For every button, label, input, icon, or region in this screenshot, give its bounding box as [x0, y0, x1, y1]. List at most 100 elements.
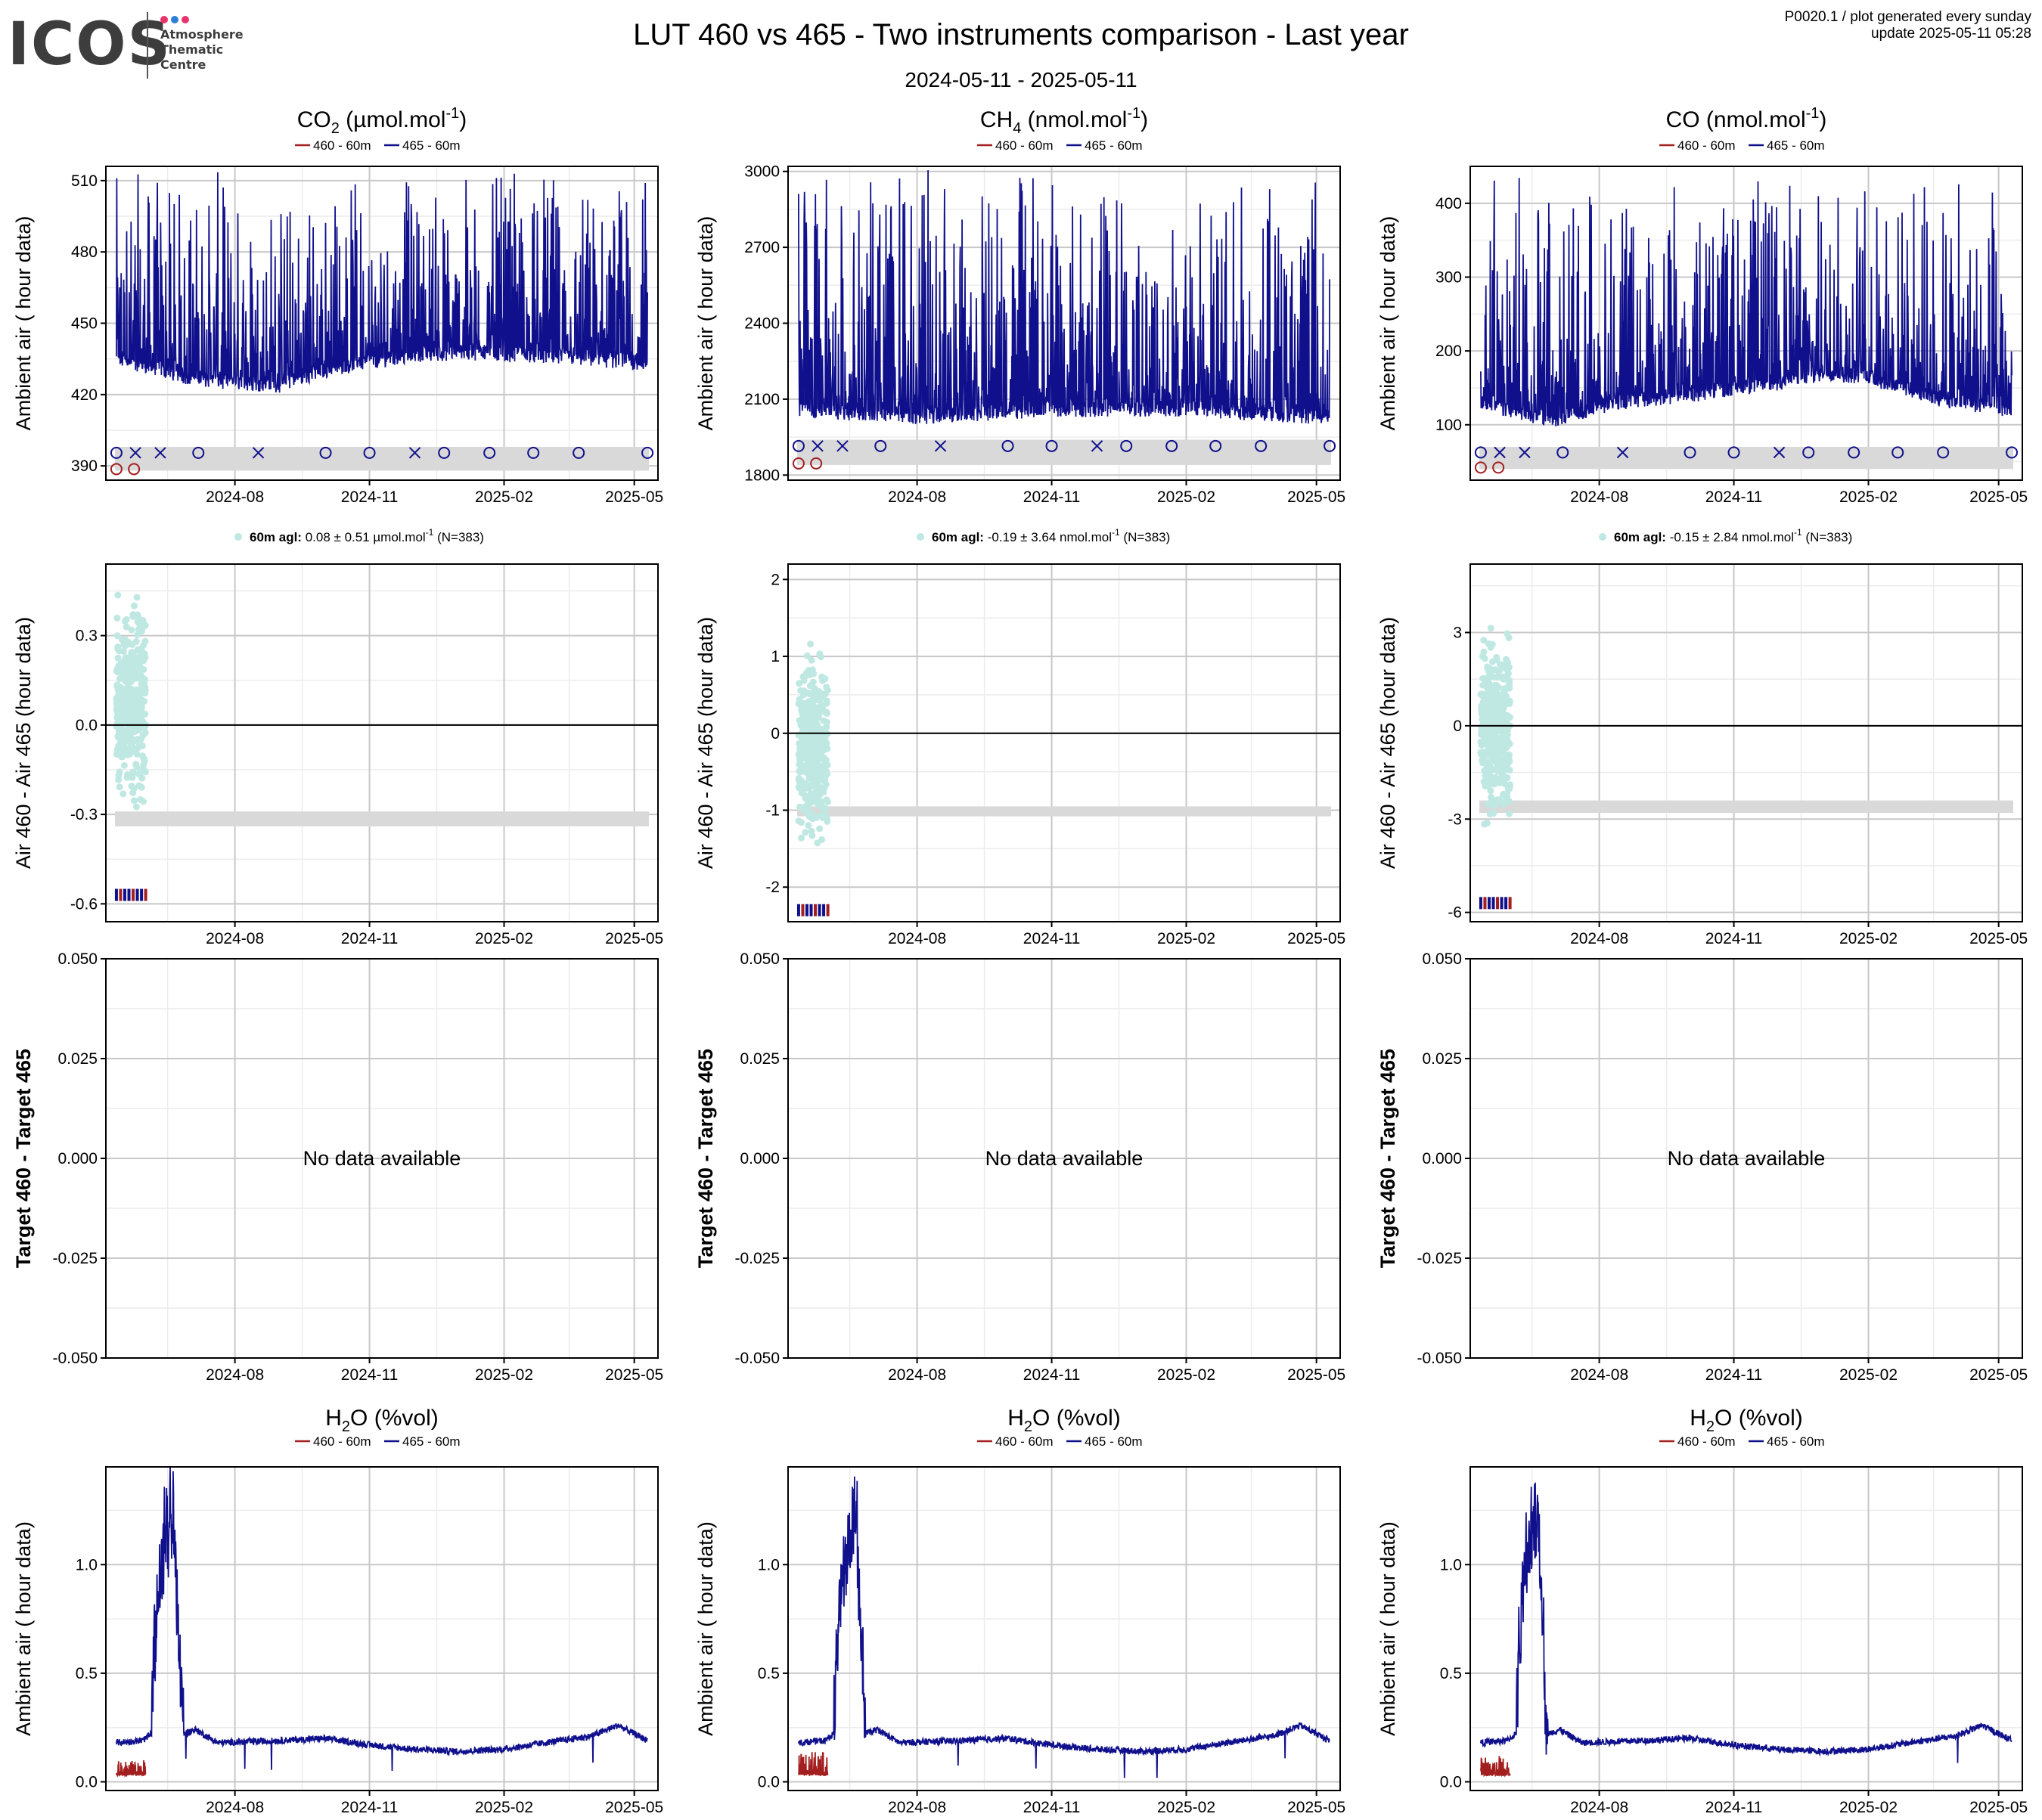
panel-title: CH4 (nmol.mol-1) [980, 105, 1148, 137]
diff-point [114, 654, 122, 662]
y-tick-label: -2 [765, 879, 780, 896]
diff-point [1494, 727, 1502, 734]
y-tick-label: 0.0 [1440, 1774, 1462, 1791]
diff-point [135, 709, 142, 717]
y-tick-label: 0.050 [740, 950, 780, 968]
diff-point [798, 733, 805, 741]
diff-point [1479, 749, 1486, 756]
diff-point [809, 752, 817, 760]
diff-point [1479, 731, 1487, 739]
diff-point [1488, 658, 1496, 665]
series-line-465 [115, 172, 648, 393]
stat-marker [917, 533, 924, 541]
diff-point [1486, 731, 1494, 739]
diff-point [115, 687, 123, 695]
diff-point [808, 798, 815, 806]
diff-point [1503, 743, 1510, 751]
flag-bar [826, 904, 830, 916]
y-axis-title: Air 460 - Air 465 (hour data) [12, 617, 35, 869]
diff-point [1477, 690, 1485, 698]
diff-point [824, 817, 831, 825]
logo-wordmark: ICOS [8, 11, 172, 79]
diff-point [132, 745, 140, 752]
x-tick-label: 2024-11 [1705, 930, 1763, 947]
title-part: (nmol.mol [1700, 107, 1806, 132]
flag-circle-465 [1120, 439, 1133, 452]
diff-point [816, 825, 824, 832]
diff-point [818, 774, 825, 782]
plot-frame [105, 1466, 659, 1791]
x-tick-label: 2024-08 [888, 1799, 946, 1816]
diff-point [135, 626, 142, 634]
diff-point [119, 636, 127, 643]
x-tick-label: 2024-11 [1023, 1366, 1081, 1384]
diff-point [1506, 785, 1513, 792]
diff-point [1504, 670, 1512, 677]
diff-point [139, 732, 147, 739]
diff-point [819, 764, 827, 771]
y-tick-label: 1800 [744, 467, 780, 484]
legend-label: 465 - 60m [402, 1434, 461, 1449]
y-tick-label: -0.025 [1417, 1250, 1462, 1267]
diff-point [115, 662, 123, 670]
plot-frame [787, 563, 1341, 922]
date-range: 2024-05-11 - 2025-05-11 [905, 68, 1137, 91]
logo-subtitle-line: Atmosphere [160, 27, 244, 42]
diff-point [807, 640, 815, 648]
stat-summary: 60m agl: -0.15 ± 2.84 nmol.mol-1 (N=383) [1614, 527, 1852, 544]
diff-point [113, 681, 121, 689]
page-title: LUT 460 vs 465 - Two instruments compari… [633, 18, 1409, 51]
stat-part: 0.08 ± 0.51 µmol.mol [302, 530, 426, 544]
y-tick-label: 2400 [744, 315, 780, 333]
diff-point [1505, 634, 1513, 641]
flag-cross-465 [1773, 446, 1786, 459]
flag-circle-465 [1474, 446, 1487, 459]
x-tick-label: 2025-02 [1157, 1366, 1215, 1384]
y-tick-label: 0 [1453, 718, 1462, 735]
stat-part: (N=383) [1120, 530, 1171, 544]
diff-point [798, 834, 805, 842]
flag-circle-465 [192, 446, 205, 459]
plot-frame [1469, 166, 2023, 481]
diff-point [136, 646, 144, 654]
flag-bar [801, 904, 805, 916]
diff-point [806, 671, 814, 678]
diff-point [1488, 683, 1495, 690]
x-tick-label: 2025-05 [605, 1799, 663, 1816]
title-part: -1 [445, 105, 459, 122]
flag-circle-465 [1684, 446, 1696, 459]
diff-point [1480, 637, 1488, 644]
flag-circle-465 [527, 446, 540, 459]
diff-point [1500, 749, 1507, 756]
diff-point [132, 803, 140, 811]
flag-bar [127, 888, 131, 901]
diff-point [1495, 796, 1503, 804]
flag-bar [809, 904, 813, 916]
legend-label: 465 - 60m [402, 138, 461, 153]
y-tick-label: 400 [1435, 195, 1462, 212]
diff-point [799, 746, 807, 753]
diff-point [806, 775, 814, 783]
diff-point [120, 761, 128, 769]
x-tick-label: 2025-02 [1839, 1799, 1898, 1816]
flag-circle-465 [1727, 446, 1740, 459]
diff-point [138, 696, 146, 704]
flag-cross-465 [1616, 446, 1629, 459]
stat-part: -0.19 ± 3.64 nmol.mol [984, 530, 1112, 544]
diff-point [138, 774, 146, 782]
diff-point [806, 682, 814, 690]
flag-circle-465 [1937, 446, 1950, 459]
chart-panel-diff-ch4: -2 -1 0 1 2 2024-08 2024-11 2025-02 2025-05 Air 4… [694, 563, 1345, 947]
diff-point [1500, 704, 1507, 712]
x-tick-label: 2025-05 [1969, 1799, 2028, 1816]
flag-bar [796, 904, 800, 916]
series-line-460 [798, 1752, 829, 1777]
chart-panel-diff-co2: -0.6 -0.3 0.0 0.3 2024-08 2024-11 2025-02 2025-… [12, 563, 663, 947]
flag-cross-465 [154, 447, 166, 459]
diff-point [138, 742, 146, 749]
y-axis-title: Ambient air ( hour data) [1376, 216, 1399, 431]
y-tick-label: 510 [71, 172, 98, 190]
x-tick-label: 2025-02 [1839, 488, 1898, 506]
diff-point [1504, 714, 1511, 721]
x-tick-label: 2024-11 [1705, 488, 1763, 506]
